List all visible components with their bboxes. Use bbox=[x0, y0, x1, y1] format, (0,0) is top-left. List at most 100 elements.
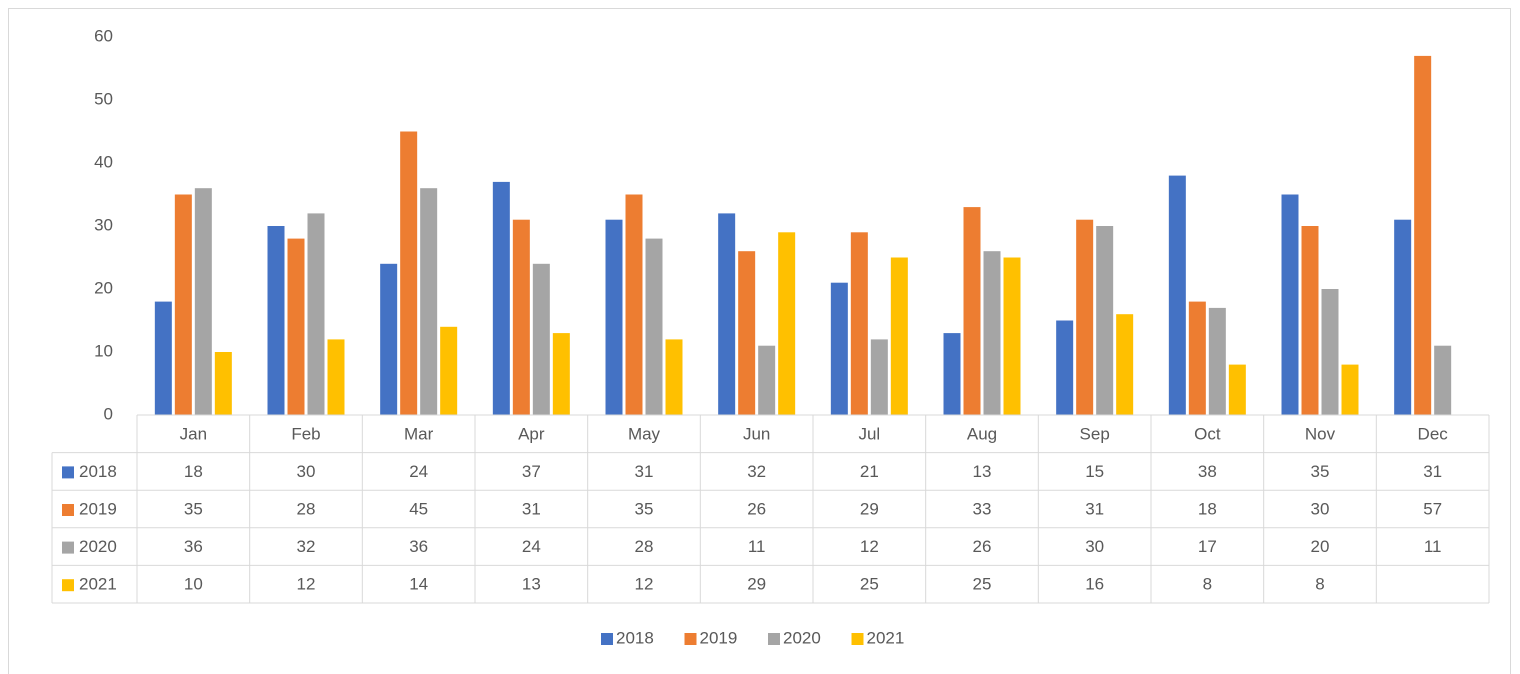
bar bbox=[830, 282, 848, 415]
bar bbox=[307, 213, 325, 415]
table-value: 31 bbox=[1085, 499, 1104, 518]
bar bbox=[1003, 257, 1021, 415]
table-legend-key bbox=[62, 579, 74, 592]
bar bbox=[1096, 226, 1114, 415]
bar bbox=[1116, 314, 1134, 415]
x-tick-label: Jan bbox=[180, 424, 207, 443]
bar bbox=[778, 232, 796, 415]
bar bbox=[665, 339, 683, 415]
table-value: 21 bbox=[860, 462, 879, 481]
bar bbox=[870, 339, 888, 415]
table-value: 37 bbox=[522, 462, 541, 481]
table-value: 31 bbox=[635, 462, 654, 481]
table-value: 11 bbox=[748, 537, 766, 556]
table-value: 20 bbox=[1311, 537, 1330, 556]
bar bbox=[1228, 364, 1246, 415]
bar bbox=[645, 238, 663, 415]
bar bbox=[174, 194, 192, 415]
y-tick-label: 60 bbox=[94, 26, 113, 45]
bar bbox=[1394, 219, 1412, 415]
table-value: 30 bbox=[1311, 499, 1330, 518]
table-value: 28 bbox=[635, 537, 654, 556]
bar bbox=[1056, 320, 1074, 415]
bar bbox=[758, 345, 776, 415]
table-value: 35 bbox=[1311, 462, 1330, 481]
table-value: 29 bbox=[747, 575, 766, 594]
bar bbox=[492, 181, 510, 415]
legend-label: 2020 bbox=[783, 628, 821, 647]
legend-key bbox=[851, 633, 864, 645]
y-tick-label: 10 bbox=[94, 341, 113, 360]
table-value: 36 bbox=[184, 537, 203, 556]
table-value: 33 bbox=[973, 499, 992, 518]
table-value: 14 bbox=[409, 575, 428, 594]
bar bbox=[1341, 364, 1359, 415]
table-value: 11 bbox=[1424, 537, 1442, 556]
bar bbox=[287, 238, 305, 415]
x-tick-label: Apr bbox=[518, 424, 545, 443]
bar bbox=[1076, 219, 1094, 415]
table-series-label: 2021 bbox=[79, 575, 117, 594]
table-value: 35 bbox=[635, 499, 654, 518]
bar bbox=[890, 257, 908, 415]
bar bbox=[532, 263, 550, 415]
table-value: 8 bbox=[1315, 575, 1324, 594]
table-value: 12 bbox=[860, 537, 879, 556]
bar bbox=[154, 301, 172, 415]
bar bbox=[327, 339, 345, 415]
table-value: 30 bbox=[297, 462, 316, 481]
table-value: 57 bbox=[1423, 499, 1442, 518]
table-value: 25 bbox=[860, 575, 879, 594]
bar bbox=[738, 251, 756, 415]
table-value: 13 bbox=[973, 462, 992, 481]
x-tick-label: May bbox=[628, 424, 661, 443]
bar bbox=[1434, 345, 1452, 415]
bar bbox=[512, 219, 530, 415]
y-tick-label: 50 bbox=[94, 89, 113, 108]
table-value: 26 bbox=[973, 537, 992, 556]
table-value: 24 bbox=[409, 462, 428, 481]
bar bbox=[214, 352, 232, 415]
x-tick-label: Jun bbox=[743, 424, 770, 443]
table-legend-key bbox=[62, 466, 74, 479]
table-value: 32 bbox=[297, 537, 316, 556]
y-tick-label: 40 bbox=[94, 152, 113, 171]
y-tick-label: 20 bbox=[94, 278, 113, 297]
table-value: 30 bbox=[1085, 537, 1104, 556]
bar bbox=[194, 188, 212, 415]
table-value: 31 bbox=[1423, 462, 1442, 481]
table-value: 36 bbox=[409, 537, 428, 556]
table-value: 31 bbox=[522, 499, 541, 518]
bar bbox=[963, 207, 981, 415]
table-value: 26 bbox=[747, 499, 766, 518]
table-value: 25 bbox=[973, 575, 992, 594]
bar bbox=[850, 232, 868, 415]
chart-frame bbox=[8, 8, 1511, 674]
x-tick-label: Dec bbox=[1418, 424, 1449, 443]
table-value: 32 bbox=[747, 462, 766, 481]
table-value: 12 bbox=[297, 575, 316, 594]
bar bbox=[380, 263, 398, 415]
bar bbox=[983, 251, 1001, 415]
bar bbox=[1168, 175, 1186, 415]
legend-key bbox=[768, 633, 780, 645]
table-value: 29 bbox=[860, 499, 879, 518]
x-tick-label: Mar bbox=[404, 424, 434, 443]
bar bbox=[1281, 194, 1299, 415]
table-value: 16 bbox=[1085, 575, 1104, 594]
table-legend-key bbox=[62, 541, 74, 554]
bar bbox=[552, 333, 570, 415]
table-value: 45 bbox=[409, 499, 428, 518]
bar bbox=[1208, 307, 1226, 415]
table-value: 24 bbox=[522, 537, 541, 556]
bar bbox=[718, 213, 736, 415]
legend-label: 2019 bbox=[700, 628, 738, 647]
y-tick-label: 30 bbox=[94, 215, 113, 234]
table-value: 28 bbox=[297, 499, 316, 518]
table-series-label: 2018 bbox=[79, 462, 117, 481]
bar bbox=[440, 326, 458, 415]
legend-label: 2021 bbox=[867, 628, 905, 647]
table-value: 18 bbox=[184, 462, 203, 481]
table-value: 35 bbox=[184, 499, 203, 518]
